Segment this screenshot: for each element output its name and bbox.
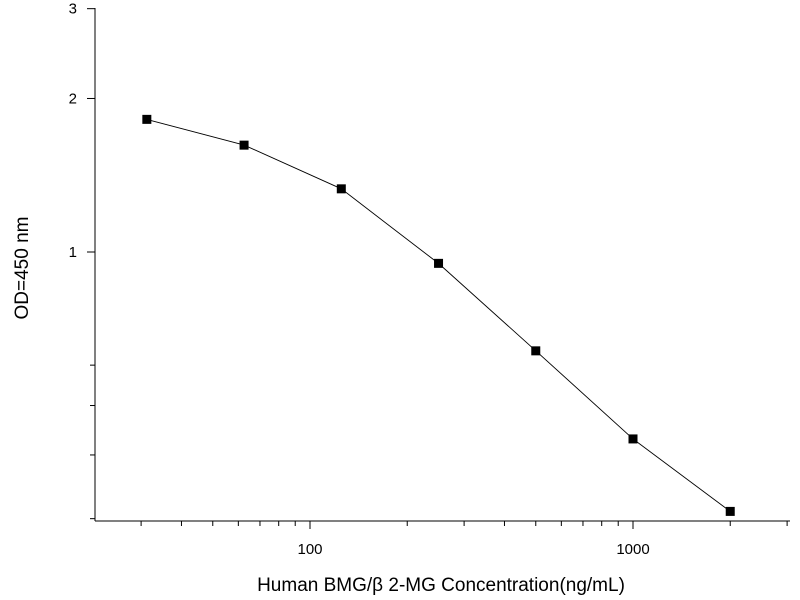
data-point [531, 346, 541, 356]
y-tick-labels: 1 2 3 [69, 1, 77, 261]
x-tick-label: 100 [297, 541, 322, 558]
data-point [142, 114, 152, 124]
data-point [725, 506, 735, 516]
data-point [628, 434, 638, 444]
data-point [434, 258, 444, 268]
y-ticks [87, 8, 95, 520]
series-layer [142, 114, 735, 516]
x-tick-labels: 100 1000 [297, 541, 649, 558]
y-axis-title: OD=450 nm [12, 217, 33, 320]
x-ticks [140, 521, 788, 529]
data-point [336, 184, 346, 194]
x-tick-label: 1000 [616, 541, 649, 558]
series-line [146, 118, 731, 512]
x-axis-title: Human BMG/β 2-MG Concentration(ng/mL) [257, 575, 625, 596]
y-tick-label: 2 [69, 90, 77, 107]
y-tick-label: 1 [69, 244, 77, 261]
axes [94, 8, 790, 522]
data-point [239, 140, 249, 150]
y-tick-label: 3 [69, 1, 77, 18]
